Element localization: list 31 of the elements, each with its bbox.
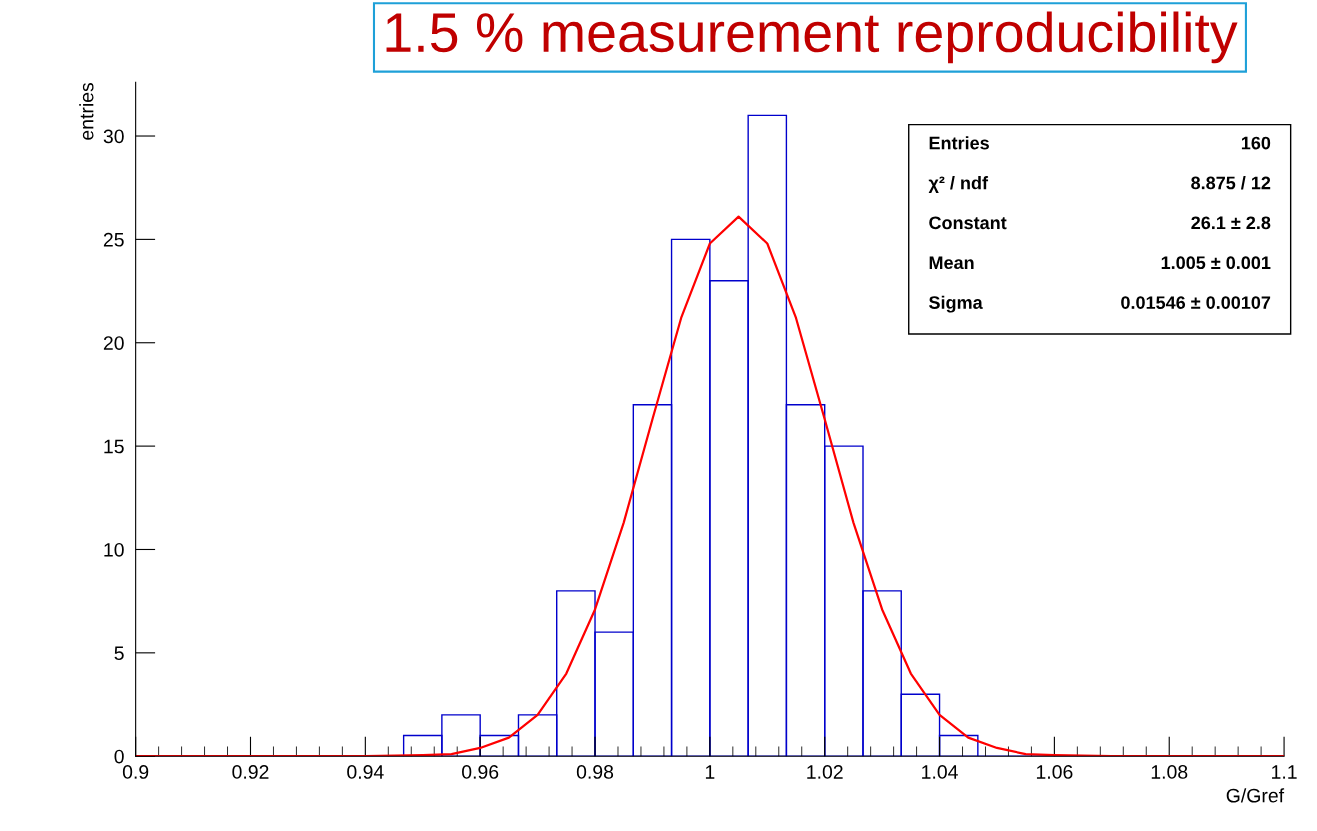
x-tick-label: 1.02 [807, 765, 843, 779]
annotation: Constant [929, 216, 1007, 230]
y-tick-label: 10 [104, 542, 124, 557]
x-tick-label: 1.08 [1151, 765, 1188, 779]
y-tick-label: 30 [103, 129, 124, 144]
y-axis-title: entries [79, 82, 94, 140]
annotation: Entries [929, 136, 989, 150]
x-tick-label: 0.9 [122, 765, 149, 779]
x-tick-label: 1 [705, 765, 715, 779]
x-tick-label: 1.1 [1272, 765, 1297, 779]
y-tick-label: 20 [103, 336, 124, 350]
y-tick-label: 15 [104, 439, 124, 454]
chart-title: 1.5 % measurement reproducibility [386, 11, 1238, 64]
annotation: 8.875 / 12 [1191, 176, 1271, 190]
annotation: χ² / ndf [928, 176, 989, 193]
annotation: Mean [929, 256, 974, 270]
annotation: 160 [1241, 136, 1271, 150]
annotation: 26.1 ± 2.8 [1191, 216, 1271, 230]
y-tick-label: 5 [114, 646, 124, 661]
annotation: Sigma [929, 295, 983, 313]
x-tick-label: 0.92 [232, 765, 269, 779]
y-tick-label: 25 [103, 232, 124, 247]
y-tick-label: 0 [114, 749, 124, 764]
annotation: 1.005 ± 0.001 [1161, 256, 1271, 270]
x-tick-label: 0.96 [462, 765, 499, 779]
x-tick-label: 1.06 [1036, 765, 1073, 779]
x-tick-label: 1.04 [922, 765, 958, 779]
x-tick-label: 0.94 [347, 765, 384, 779]
x-axis-title: G/Gref [1226, 788, 1285, 803]
annotation: 0.01546 ± 0.00107 [1121, 296, 1271, 309]
x-tick-label: 0.98 [576, 765, 614, 779]
